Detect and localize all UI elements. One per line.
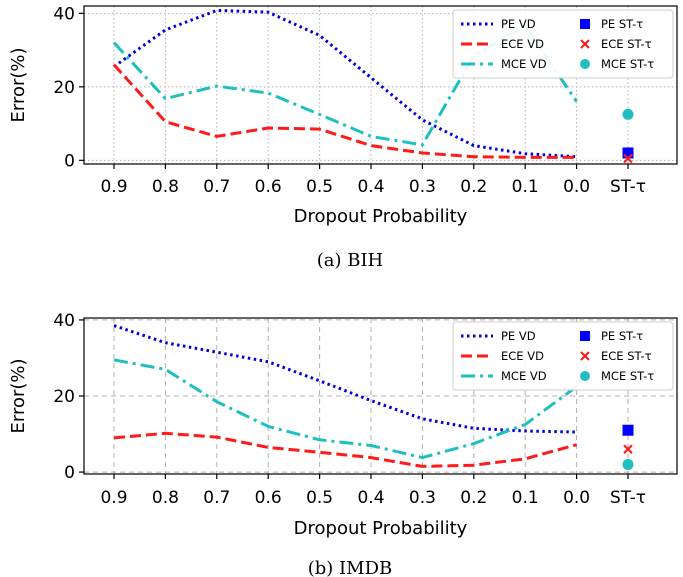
legend-marker <box>580 59 590 69</box>
legend-marker <box>580 39 590 49</box>
x-tick-label: 0.6 <box>255 488 282 508</box>
x-tick-label: 0.5 <box>306 177 333 197</box>
legend-entry: ECE VD <box>501 349 544 363</box>
y-tick-label: 40 <box>53 311 75 331</box>
x-tick-label: 0.5 <box>306 488 333 508</box>
series-line-ece-vd <box>112 63 577 159</box>
chart-1: 0 20 40 0.9 0.8 0.7 0.6 0.5 0.4 0.3 0.2 0.1 0.0 ST-τ D… <box>8 4 678 271</box>
legend-box <box>452 9 674 79</box>
point-ece-st-tau <box>623 444 633 454</box>
point-mce-st-tau <box>622 458 634 470</box>
legend-entry: PE VD <box>501 329 536 343</box>
point-pe-st-tau <box>622 424 634 436</box>
legend-entry: ECE ST-τ <box>601 37 652 51</box>
x-tick-label: 0.3 <box>409 488 436 508</box>
legend-entry: MCE VD <box>501 369 547 383</box>
series-line-ece-vd <box>113 431 577 468</box>
point-ece-st-tau <box>623 153 633 164</box>
legend-entry: ECE ST-τ <box>601 349 652 363</box>
legend-entry: MCE ST-τ <box>601 369 654 383</box>
y-tick-label: 20 <box>53 78 75 98</box>
x-tick-label: 0.2 <box>460 488 487 508</box>
legend-entry: PE VD <box>501 17 536 31</box>
x-tick-label: 0.2 <box>460 177 487 197</box>
x-tick-label: 0.8 <box>152 177 179 197</box>
legend-entry: MCE ST-τ <box>601 57 654 71</box>
legend-marker <box>580 371 590 381</box>
x-tick-label: 0.7 <box>203 488 230 508</box>
x-tick-label: 0.9 <box>100 177 127 197</box>
x-tick-label: 0.9 <box>100 488 127 508</box>
x-axis-label: Dropout Probability <box>294 206 468 227</box>
x-tick-label: ST-τ <box>610 177 646 197</box>
legend-marker <box>580 331 590 341</box>
legend-marker <box>580 19 590 29</box>
x-tick-label: 0.1 <box>512 177 539 197</box>
x-tick-label: 0.3 <box>409 177 436 197</box>
legend: PE VD ECE VD MCE VD PE ST-τ ECE ST-τ MCE ST-τ <box>452 9 674 79</box>
y-tick-label: 0 <box>64 151 75 171</box>
legend-entry: ECE VD <box>501 37 544 51</box>
point-mce-st-tau <box>622 108 634 120</box>
chart-caption: (b) IMDB <box>308 558 393 577</box>
x-tick-label: 0.6 <box>255 177 282 197</box>
legend-marker <box>580 351 590 361</box>
y-axis-label: Error(%) <box>8 358 29 433</box>
x-tick-label: ST-τ <box>610 488 646 508</box>
legend-box <box>452 321 674 391</box>
series-line-pe-vd <box>113 8 577 159</box>
x-tick-label: 0.4 <box>357 177 384 197</box>
plot-frame <box>83 5 678 165</box>
x-tick-label: 0.1 <box>512 488 539 508</box>
x-axis-label: Dropout Probability <box>294 518 468 539</box>
y-tick-label: 40 <box>53 4 75 24</box>
chart-2: 0 20 40 0.9 0.8 0.7 0.6 0.5 0.4 0.3 0.2 0.1 0.0 ST-τ D… <box>8 311 678 577</box>
y-tick-label: 0 <box>64 463 75 483</box>
chart-caption: (a) BIH <box>317 250 384 271</box>
legend-entry: PE ST-τ <box>601 17 643 31</box>
grid <box>84 6 677 164</box>
x-tick-label: 0.0 <box>563 488 590 508</box>
legend: PE VD ECE VD MCE VD PE ST-τ ECE ST-τ MCE ST-τ <box>452 321 674 391</box>
y-tick-label: 20 <box>53 387 75 407</box>
legend-entry: PE ST-τ <box>601 329 643 343</box>
series-line-mce-vd <box>113 358 578 460</box>
point-pe-st-tau <box>622 147 634 159</box>
y-axis-label: Error(%) <box>8 47 29 122</box>
x-tick-label: 0.7 <box>203 177 230 197</box>
series-line-pe-vd <box>113 324 577 434</box>
legend-entry: MCE VD <box>501 57 547 71</box>
x-tick-label: 0.8 <box>152 488 179 508</box>
x-tick-label: 0.0 <box>563 177 590 197</box>
series-line-mce-vd <box>112 24 578 147</box>
x-tick-label: 0.4 <box>357 488 384 508</box>
